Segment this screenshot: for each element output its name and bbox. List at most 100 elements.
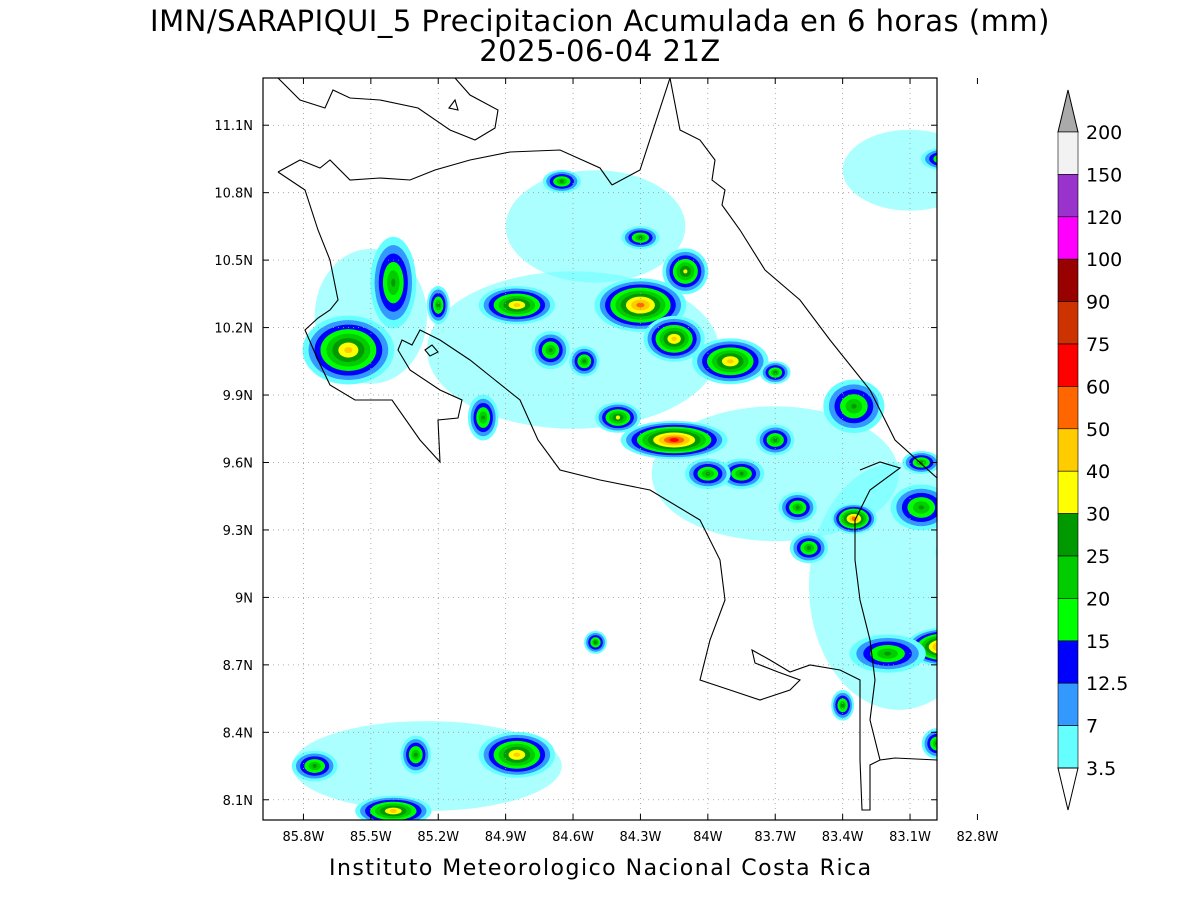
x-tick-label: 85.2W	[417, 830, 459, 845]
precip-contour	[962, 676, 993, 722]
precip-contour	[973, 692, 981, 704]
colorbar-swatch	[1057, 386, 1079, 430]
y-tick-label: 8.7N	[223, 659, 253, 674]
precip-contour	[413, 752, 418, 757]
precip-cell	[830, 503, 877, 534]
precip-cell	[920, 147, 937, 170]
footer-credit: Instituto Meteorologico Nacional Costa R…	[329, 856, 873, 881]
precip-contour	[513, 752, 521, 757]
precip-contour	[958, 546, 975, 558]
colorbar-label: 7	[1086, 716, 1098, 738]
y-tick-label: 10.8N	[214, 187, 253, 202]
colorbar-label: 75	[1086, 334, 1110, 356]
precip-contour	[840, 703, 845, 708]
pacific-coastline	[277, 171, 937, 811]
precip-contour	[481, 415, 486, 420]
precip-contour	[795, 505, 800, 510]
precip-contour	[971, 688, 985, 709]
colorbar-swatch	[1057, 428, 1079, 472]
latitude-axis: 11.1N 10.8N 10.5N 10.2N 9.9N 9.6N 9.3N 9N 8.7N 8.…	[214, 119, 937, 809]
precipitation-field	[291, 129, 1016, 820]
colorbar-swatch	[1057, 682, 1079, 726]
colorbar-label: 100	[1086, 249, 1122, 271]
precip-cell	[692, 338, 769, 385]
colorbar-swatch	[1057, 216, 1079, 260]
x-tick-label: 83.1W	[889, 830, 931, 845]
nicoya-island	[424, 344, 439, 357]
nicaragua-lake-shore	[277, 78, 499, 141]
precip-contour	[989, 651, 1012, 679]
precip-cell	[478, 285, 556, 325]
y-tick-label: 9.6N	[223, 456, 253, 471]
precip-cell	[568, 346, 600, 377]
precip-contour	[932, 739, 937, 748]
precip-contour	[726, 359, 734, 364]
longitude-axis: 85.8W 85.5W 85.2W 84.9W 84.6W 84.3W 84W 83.7W 83…	[283, 78, 999, 845]
colorbar-swatch	[1057, 513, 1079, 557]
precip-contour	[638, 235, 643, 240]
colorbar-label: 50	[1086, 419, 1110, 441]
precip-cell	[921, 728, 937, 759]
precip-cell	[935, 534, 991, 572]
y-tick-label: 8.4N	[223, 726, 253, 741]
x-tick-label: 84W	[693, 830, 723, 845]
precip-cell	[718, 458, 765, 490]
colorbar-label: 20	[1086, 588, 1110, 610]
coastlines	[277, 78, 937, 811]
precip-cell	[478, 731, 556, 778]
x-tick-label: 84.3W	[620, 830, 662, 845]
precip-cell	[759, 361, 791, 385]
colorbar-swatch	[1057, 301, 1079, 345]
precip-contour	[968, 684, 987, 713]
y-tick-label: 9.9N	[223, 389, 253, 404]
precip-contour	[851, 403, 857, 409]
precip-contour	[391, 278, 396, 287]
colorbar-label: 150	[1086, 164, 1122, 186]
colorbar-swatch	[1057, 343, 1079, 387]
precip-contour	[987, 648, 1014, 681]
y-tick-label: 10.5N	[214, 254, 253, 269]
precip-cell	[370, 236, 417, 329]
colorbar-under-triangle	[1057, 767, 1079, 811]
precip-contour	[929, 152, 937, 166]
colorbar-label: 40	[1086, 461, 1110, 483]
precip-contour	[683, 269, 688, 274]
x-tick-label: 84.9W	[485, 830, 527, 845]
map-timestamp: 2025-06-04 21Z	[479, 34, 721, 68]
precip-contour	[559, 179, 564, 184]
colorbar-swatch	[1057, 258, 1079, 302]
x-tick-label: 82.8W	[957, 830, 999, 845]
colorbar-swatch	[1057, 131, 1079, 175]
precip-cell	[302, 315, 395, 385]
precip-contour	[997, 661, 1004, 669]
drizzle-area	[842, 129, 937, 211]
precip-contour	[935, 545, 937, 560]
precip-contour	[918, 505, 924, 510]
precip-contour	[773, 438, 778, 443]
colorbar-label: 200	[1086, 122, 1122, 144]
precip-contour	[636, 302, 645, 308]
precip-contour	[952, 542, 980, 563]
lake-island	[448, 98, 459, 111]
precip-contour	[964, 550, 969, 554]
precip-cell	[621, 226, 660, 250]
precip-contour	[773, 370, 778, 375]
colorbar-label: 15	[1086, 631, 1110, 653]
precip-contour	[582, 359, 587, 364]
drizzle-area	[505, 170, 686, 283]
precip-cell	[823, 379, 885, 434]
precip-contour	[344, 347, 353, 354]
precip-contour	[615, 415, 620, 420]
colorbar-swatch	[1057, 725, 1079, 769]
colorbar-swatch	[1057, 174, 1079, 218]
precip-cell	[985, 646, 1016, 684]
precip-contour	[671, 336, 677, 341]
precip-contour	[389, 809, 397, 814]
precip-contour	[965, 680, 990, 718]
precip-contour	[975, 697, 979, 701]
precip-cell	[355, 795, 432, 820]
precip-cell	[400, 735, 432, 774]
precip-contour	[941, 534, 991, 572]
precip-cell	[467, 394, 499, 441]
